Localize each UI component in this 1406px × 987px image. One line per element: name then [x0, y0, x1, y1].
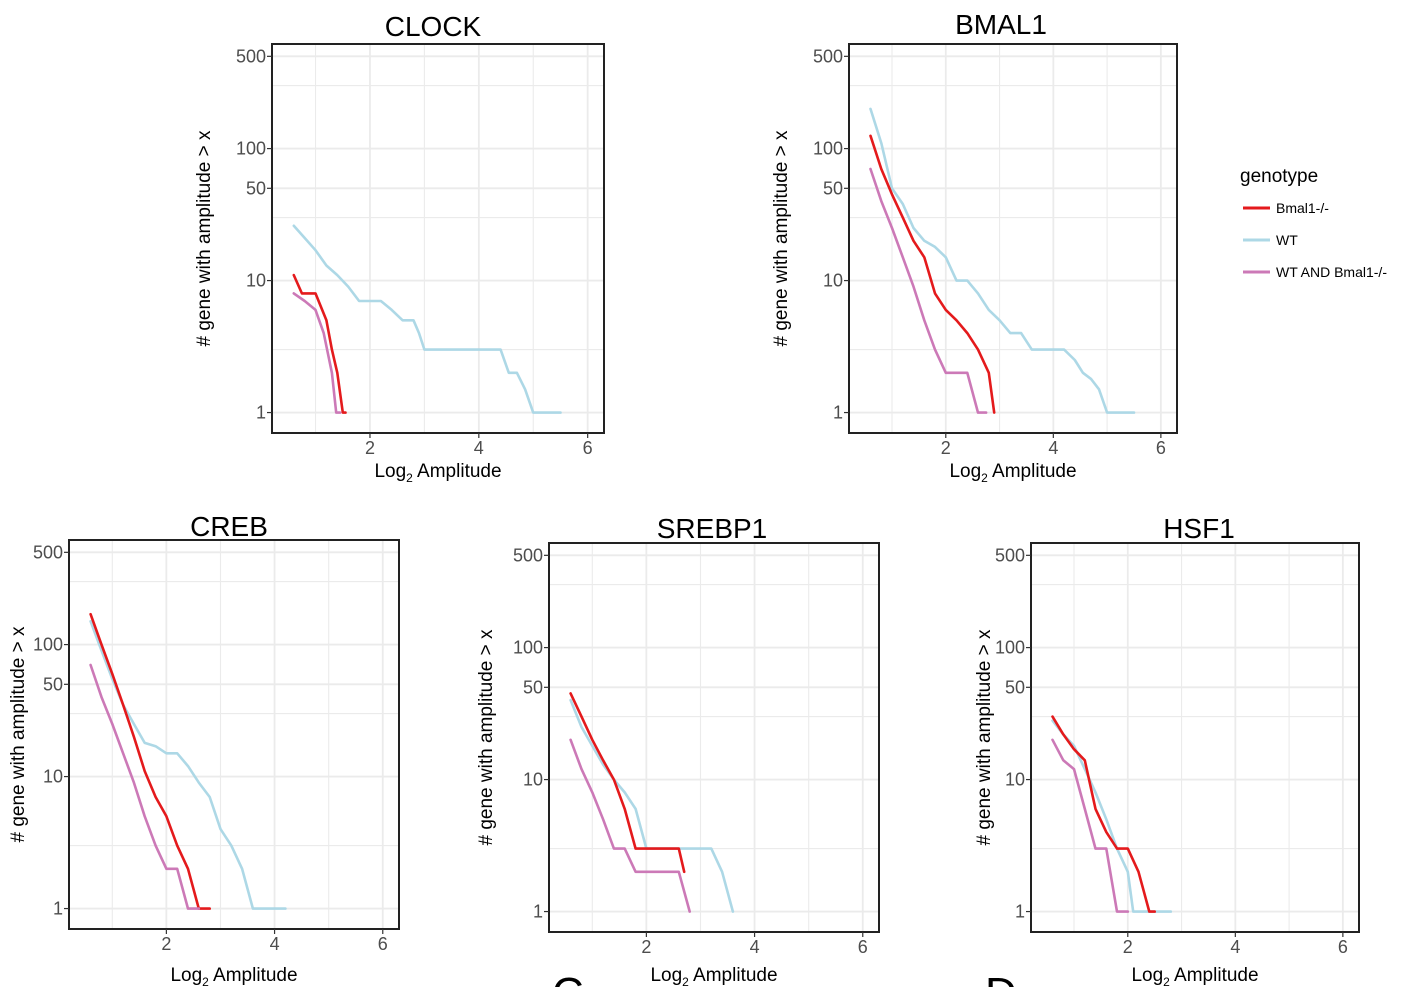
creb-y-tick-label: 100 — [33, 635, 63, 655]
srebp1-series-wt-and-bmal1 — [569, 738, 692, 913]
creb-series-bmal1 — [89, 612, 211, 910]
clock-y-tick-label: 50 — [246, 178, 266, 198]
srebp1-title: SREBP1 — [657, 513, 768, 544]
srebp1-x-tick-label: 6 — [858, 937, 868, 957]
clock-series-wt-and-bmal1 — [292, 292, 342, 414]
hsf1-x-tick-label: 2 — [1123, 937, 1133, 957]
hsf1-x-tick-label: 4 — [1230, 937, 1240, 957]
panel-letter-d: D — [985, 969, 1017, 987]
clock-x-tick-label: 2 — [365, 438, 375, 458]
creb-y-tick-label: 50 — [43, 674, 63, 694]
clock-title: CLOCK — [385, 11, 482, 42]
srebp1-x-axis-label: Log2 Amplitude — [650, 965, 777, 987]
bmal1-x-tick-label: 4 — [1048, 438, 1058, 458]
bmal1-series-bmal1 — [869, 134, 996, 414]
srebp1-y-tick-label: 100 — [513, 638, 543, 658]
bmal1-x-tick-label: 2 — [941, 438, 951, 458]
bmal1-y-tick-label: 50 — [823, 178, 843, 198]
srebp1-y-tick-label: 50 — [523, 677, 543, 697]
clock-y-tick-label: 500 — [236, 46, 266, 66]
bmal1-x-tick-label: 6 — [1156, 438, 1166, 458]
creb-grid — [69, 540, 399, 929]
bmal1-y-tick-label: 1 — [833, 403, 843, 423]
clock-y-tick-label: 100 — [236, 139, 266, 159]
bmal1-x-axis-label: Log2 Amplitude — [949, 461, 1076, 485]
srebp1-y-tick-label: 500 — [513, 545, 543, 565]
chart-srebp1: 2 4 6 1 10 50 100 500 SREBP1 Log2 Amplitude # gene… — [476, 513, 880, 987]
creb-x-tick-label: 6 — [378, 934, 388, 954]
srebp1-y-tick-label: 10 — [523, 770, 543, 790]
hsf1-x-tick-label: 6 — [1338, 937, 1348, 957]
clock-series-wt — [292, 224, 562, 414]
clock-series-bmal1 — [292, 273, 347, 414]
legend-label-both: WT AND Bmal1-/- — [1276, 264, 1387, 280]
srebp1-plot-area — [549, 543, 879, 932]
srebp1-grid — [549, 543, 879, 932]
creb-y-tick-label: 10 — [43, 767, 63, 787]
hsf1-y-tick-label: 500 — [995, 545, 1025, 565]
creb-series-wt-and-bmal1 — [89, 663, 201, 910]
srebp1-x-tick-label: 2 — [641, 937, 651, 957]
creb-plot-area — [69, 540, 399, 929]
clock-x-tick-label: 4 — [474, 438, 484, 458]
chart-hsf1: 2 4 6 1 10 50 100 500 HSF1 Log2 Amplitude # gene w… — [974, 513, 1360, 987]
bmal1-y-axis-label: # gene with amplitude > x — [771, 130, 792, 346]
creb-panel-border — [68, 539, 400, 930]
creb-y-tick-label: 500 — [33, 542, 63, 562]
creb-x-axis-label: Log2 Amplitude — [170, 965, 297, 987]
hsf1-y-tick-label: 50 — [1005, 677, 1025, 697]
bmal1-grid — [849, 44, 1177, 433]
bmal1-y-tick-label: 500 — [813, 46, 843, 66]
hsf1-series-bmal1 — [1051, 715, 1156, 913]
panel-letter-c: C — [552, 969, 584, 987]
bmal1-series-wt — [869, 107, 1136, 414]
hsf1-plot-area — [1031, 543, 1359, 932]
clock-x-tick-label: 6 — [583, 438, 593, 458]
chart-bmal1: 2 4 6 1 10 50 100 500 BMAL1 Log2 Amplitude # gene … — [771, 9, 1178, 485]
legend: genotype Bmal1-/- WT WT AND Bmal1-/- — [1240, 166, 1387, 280]
hsf1-y-axis-label: # gene with amplitude > x — [974, 629, 995, 845]
srebp1-y-tick-label: 1 — [533, 902, 543, 922]
bmal1-y-tick-label: 10 — [823, 271, 843, 291]
hsf1-panel-border — [1030, 542, 1360, 933]
srebp1-series-bmal1 — [569, 692, 686, 874]
srebp1-panel-border — [548, 542, 880, 933]
clock-x-axis-label: Log2 Amplitude — [374, 461, 501, 485]
bmal1-panel-border — [848, 43, 1178, 434]
clock-y-tick-label: 1 — [256, 403, 266, 423]
bmal1-title: BMAL1 — [955, 9, 1047, 40]
creb-y-tick-label: 1 — [53, 899, 63, 919]
chart-clock: 2 4 6 1 10 50 100 500 CLOCK Log2 Amplitude # gene … — [194, 11, 605, 485]
hsf1-y-tick-label: 1 — [1015, 902, 1025, 922]
bmal1-series-wt-and-bmal1 — [869, 167, 988, 414]
chart-panels: 2 4 6 1 10 50 100 500 CLOCK Log2 Amplitude # gene … — [8, 9, 1360, 987]
clock-y-axis-label: # gene with amplitude > x — [194, 130, 215, 346]
bmal1-plot-area — [849, 44, 1177, 433]
legend-label-bmal1: Bmal1-/- — [1276, 200, 1329, 216]
hsf1-grid — [1031, 543, 1359, 932]
clock-y-tick-label: 10 — [246, 271, 266, 291]
creb-y-axis-label: # gene with amplitude > x — [8, 626, 29, 842]
srebp1-y-axis-label: # gene with amplitude > x — [476, 629, 497, 845]
creb-x-tick-label: 4 — [270, 934, 280, 954]
hsf1-y-tick-label: 10 — [1005, 770, 1025, 790]
chart-creb: 2 4 6 1 10 50 100 500 CREB Log2 Amplitude # gene w… — [8, 511, 400, 987]
hsf1-series-wt-and-bmal1 — [1051, 738, 1130, 913]
legend-label-wt: WT — [1276, 232, 1298, 248]
hsf1-y-tick-label: 100 — [995, 638, 1025, 658]
bmal1-y-tick-label: 100 — [813, 139, 843, 159]
clock-plot-area — [272, 44, 604, 433]
creb-x-tick-label: 2 — [161, 934, 171, 954]
hsf1-title: HSF1 — [1163, 513, 1235, 544]
clock-grid — [272, 44, 604, 433]
hsf1-x-axis-label: Log2 Amplitude — [1131, 965, 1258, 987]
srebp1-x-tick-label: 4 — [750, 937, 760, 957]
legend-title: genotype — [1240, 166, 1318, 187]
clock-panel-border — [271, 43, 605, 434]
creb-title: CREB — [190, 511, 268, 542]
